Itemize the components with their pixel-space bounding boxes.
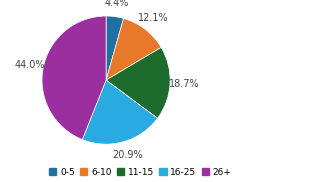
Wedge shape [82,80,158,144]
Wedge shape [106,18,161,80]
Legend: 0-5, 6-10, 11-15, 16-25, 26+: 0-5, 6-10, 11-15, 16-25, 26+ [48,167,232,177]
Text: 18.7%: 18.7% [169,79,199,89]
Text: 12.1%: 12.1% [139,13,169,23]
Text: 4.4%: 4.4% [105,0,129,8]
Wedge shape [106,48,170,118]
Wedge shape [106,16,124,80]
Wedge shape [42,16,106,140]
Text: 44.0%: 44.0% [14,60,45,70]
Text: 20.9%: 20.9% [112,150,143,160]
